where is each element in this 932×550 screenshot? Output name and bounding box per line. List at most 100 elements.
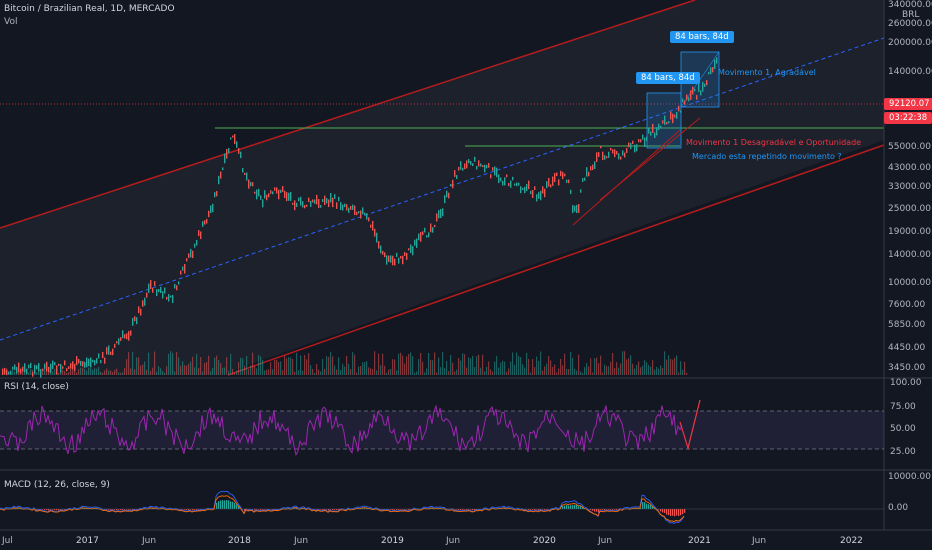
bars-range-label-1[interactable]: 84 bars, 84d [636,72,700,84]
annotation-question[interactable]: Mercado esta repetindo movimento ? [692,152,842,161]
volume-bar [676,355,678,375]
price-candle [548,177,550,187]
price-candle [206,218,208,224]
macd-line[interactable] [0,490,685,525]
price-candle [346,204,348,211]
macd-title[interactable]: MACD (12, 26, close, 9) [4,480,110,490]
price-candle [630,142,632,150]
volume-label: Vol [4,17,18,27]
price-candle [438,210,440,219]
price-candle [656,127,658,136]
volume-bar [52,371,54,375]
volume-bar [268,369,270,375]
rsi-title[interactable]: RSI (14, close) [4,382,69,392]
price-candle [116,341,118,344]
volume-bar [278,361,280,375]
price-candle [310,200,312,207]
price-candle [500,177,502,182]
volume-bar [520,357,522,375]
volume-bar [196,353,198,375]
bars-range-label-2[interactable]: 84 bars, 84d [670,31,734,43]
macd-histogram-bar [124,509,126,510]
price-candle [650,131,652,136]
price-candle [666,121,668,125]
volume-bar [400,352,402,375]
volume-bar [70,368,72,375]
price-tick: 33000.00 [888,182,931,192]
price-candle [430,223,432,233]
price-candle [518,182,520,186]
price-candle [432,227,434,233]
price-candle [596,152,598,163]
volume-bar [380,365,382,375]
price-candle [422,231,424,236]
volume-bar [448,371,450,375]
volume-bar [442,351,444,375]
macd-histogram-bar [312,509,314,510]
volume-bar [168,353,170,375]
time-tick: Jun [446,536,461,546]
macd-histogram-bar [646,503,648,509]
annotation-movement-1[interactable]: Movimento 1, Agradável [718,68,816,77]
price-candle [86,357,88,368]
volume-bar [364,362,366,375]
price-candle [496,167,498,178]
macd-histogram-bar [128,509,130,510]
volume-bar [494,361,496,375]
price-candle [570,189,572,195]
volume-bar [146,369,148,375]
volume-bar [598,363,600,375]
symbol-title[interactable]: Bitcoin / Brazilian Real, 1D, MERCADO [4,4,175,14]
macd-histogram-bar [266,509,268,510]
trend-line-dashed[interactable] [0,37,885,341]
price-candle [42,368,44,371]
volume-bar [386,372,388,375]
macd-histogram-bar [564,505,566,509]
macd-histogram-bar [650,505,652,509]
price-candle [268,193,270,198]
macd-histogram-bar [602,509,604,510]
volume-bar [532,358,534,375]
price-candle [52,360,54,369]
price-candle [78,359,80,364]
price-candle [326,198,328,204]
price-candle [148,283,150,293]
price-candle [352,204,354,210]
price-candle [668,121,670,124]
volume-bar [434,352,436,375]
volume-bar [626,359,628,375]
volume-bar [608,366,610,375]
volume-bar [130,368,132,375]
projection-line-a [572,129,681,226]
price-candle [278,189,280,200]
price-candle [236,141,238,148]
price-candle [592,164,594,171]
price-candle [82,361,84,367]
volume-bar [186,365,188,375]
macd-histogram-bar [376,508,378,509]
volume-bar [640,367,642,375]
current-price-badge: 92120.07 [884,98,932,110]
price-candle [394,258,396,266]
price-candle [312,199,314,203]
macd-signal-line[interactable] [0,495,685,523]
macd-histogram-bar [50,509,52,510]
channel-lower-line[interactable] [227,144,885,376]
macd-histogram-bar [604,509,606,511]
channel-upper-line[interactable] [0,0,696,229]
volume-bar [328,356,330,375]
macd-histogram-bar [410,509,412,510]
volume-bar [88,367,90,375]
price-candle [426,235,428,238]
volume-bar [500,362,502,375]
volume-bar [426,368,428,375]
volume-bar [302,370,304,375]
macd-histogram-bar [596,509,598,512]
volume-bar [684,361,686,375]
rsi-line[interactable] [0,404,683,457]
macd-histogram-bar [528,509,530,511]
price-candle [472,163,474,167]
volume-bar [170,351,172,375]
annotation-movement-2[interactable]: Movimento 1 Desagradável e Oportunidade [686,138,862,147]
